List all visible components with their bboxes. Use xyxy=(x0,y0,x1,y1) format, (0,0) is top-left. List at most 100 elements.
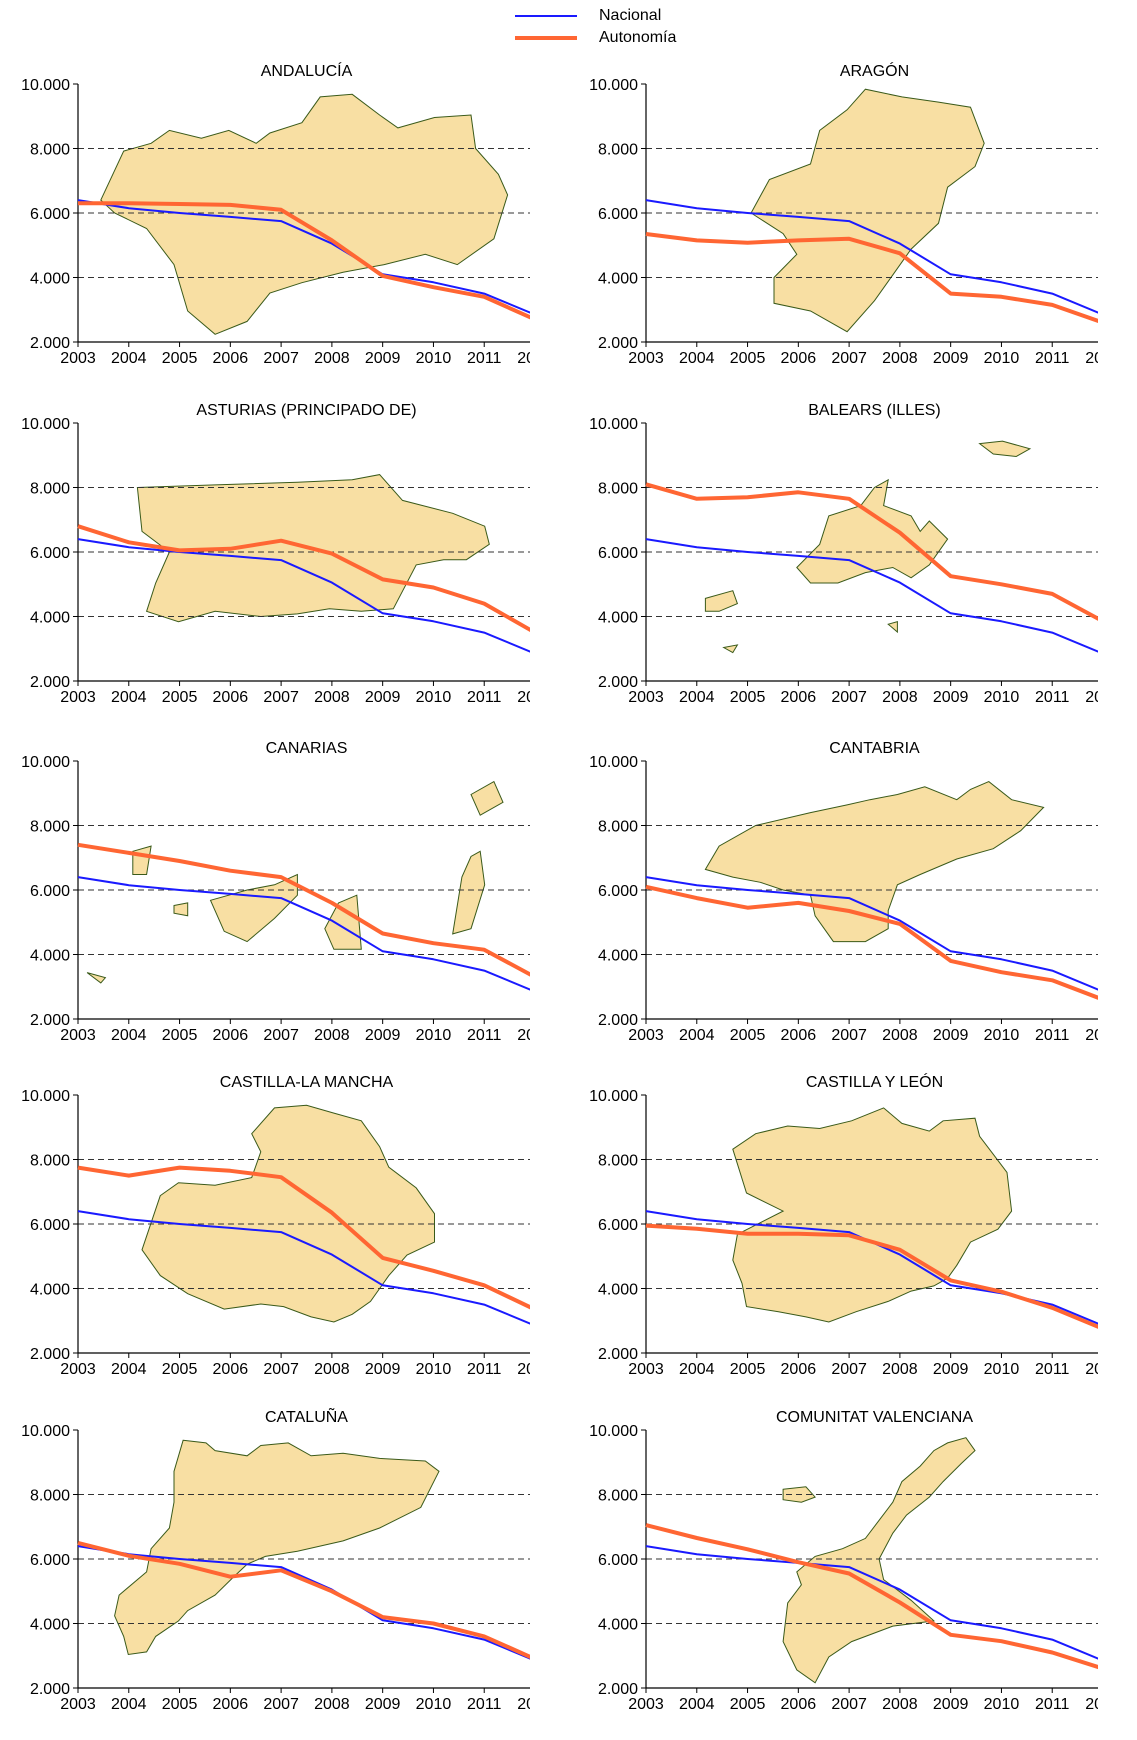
y-tick-label: 2.000 xyxy=(598,674,638,691)
series-line-nacional xyxy=(645,876,1098,991)
x-tick-label: 2005 xyxy=(730,1361,766,1378)
x-tick-label: 2008 xyxy=(314,1361,350,1378)
x-tick-label: 2009 xyxy=(933,689,969,706)
x-tick-label: 2010 xyxy=(416,1361,452,1378)
y-tick-label: 10.000 xyxy=(589,754,638,771)
x-tick-label: 2004 xyxy=(679,1027,715,1044)
x-tick-label: 2009 xyxy=(933,1361,969,1378)
x-tick-label: 2005 xyxy=(730,689,766,706)
series-line-nacional xyxy=(77,876,530,991)
y-tick-label: 8.000 xyxy=(598,1488,638,1505)
x-tick-label: 2011 xyxy=(467,350,502,367)
region-map-piece xyxy=(722,644,739,654)
chart-title: COMUNITAT VALENCIANA xyxy=(776,1409,973,1426)
chart-title: BALEARS (ILLES) xyxy=(808,402,941,419)
x-tick-label: 2003 xyxy=(60,1027,96,1044)
y-tick-label: 8.000 xyxy=(598,142,638,159)
x-tick-label: 2012 xyxy=(1085,1696,1098,1713)
x-tick-label: 2011 xyxy=(467,1696,502,1713)
series-line-nacional xyxy=(77,1210,530,1325)
series-line-autonomia xyxy=(77,524,530,633)
region-map-piece xyxy=(173,902,189,917)
x-tick-label: 2008 xyxy=(882,350,918,367)
chart-panel: CASTILLA Y LEÓN 2.000 4.000 6.000 8.000 10.00… xyxy=(589,1072,1098,1378)
chart-title: CANARIAS xyxy=(266,740,348,757)
chart-panel: CASTILLA-LA MANCHA 2.000 4.000 6.000 8.000 10… xyxy=(21,1074,530,1378)
x-tick-label: 2006 xyxy=(781,1361,817,1378)
x-tick-label: 2005 xyxy=(162,689,198,706)
x-tick-label: 2012 xyxy=(517,1696,530,1713)
series-line-nacional xyxy=(645,538,1098,653)
x-tick-label: 2004 xyxy=(679,350,715,367)
series-line-autonomia xyxy=(645,232,1098,323)
x-tick-label: 2004 xyxy=(111,1027,147,1044)
y-tick-label: 2.000 xyxy=(30,335,70,352)
chart-panel: COMUNITAT VALENCIANA 2.000 4.000 6.000 8.000… xyxy=(589,1409,1098,1713)
y-tick-label: 4.000 xyxy=(598,1617,638,1634)
x-tick-label: 2005 xyxy=(162,1027,198,1044)
region-map-shape xyxy=(704,440,1032,654)
region-map-shape xyxy=(141,1104,435,1323)
series-line-nacional xyxy=(645,199,1098,314)
y-tick-label: 2.000 xyxy=(598,1681,638,1698)
region-map-shape xyxy=(86,780,504,984)
chart-panel: ARAGÓN 2.000 4.000 6.000 8.000 10.000 2003 2004… xyxy=(589,61,1098,367)
x-tick-label: 2008 xyxy=(882,1027,918,1044)
x-tick-label: 2012 xyxy=(1085,1027,1098,1044)
chart-title: CASTILLA-LA MANCHA xyxy=(220,1074,394,1091)
chart-title: ASTURIAS (PRINCIPADO DE) xyxy=(196,402,416,419)
x-tick-label: 2010 xyxy=(984,1696,1020,1713)
y-tick-label: 2.000 xyxy=(598,335,638,352)
x-tick-label: 2003 xyxy=(60,689,96,706)
y-tick-label: 6.000 xyxy=(598,545,638,562)
region-map-piece xyxy=(100,93,509,335)
legend-item-national: Nacional xyxy=(515,6,735,26)
x-tick-label: 2003 xyxy=(628,1696,664,1713)
y-tick-label: 2.000 xyxy=(30,674,70,691)
series-line-autonomia xyxy=(645,1223,1098,1329)
x-tick-label: 2006 xyxy=(213,350,249,367)
x-tick-label: 2010 xyxy=(416,689,452,706)
series-line-nacional xyxy=(77,1545,530,1660)
chart-title: CANTABRIA xyxy=(829,740,920,757)
series-line-nacional xyxy=(645,1545,1098,1660)
legend-swatch-regional xyxy=(515,36,577,40)
x-tick-label: 2003 xyxy=(628,1027,664,1044)
region-map-piece xyxy=(324,894,362,950)
y-tick-label: 10.000 xyxy=(21,754,70,771)
series-line-autonomia xyxy=(645,884,1098,1000)
x-tick-label: 2011 xyxy=(1035,1696,1070,1713)
y-tick-label: 4.000 xyxy=(30,1617,70,1634)
y-tick-label: 10.000 xyxy=(589,77,638,94)
series-line-autonomia xyxy=(78,201,530,320)
series-line-autonomia xyxy=(77,1540,530,1659)
region-map-piece xyxy=(132,845,152,875)
x-tick-label: 2011 xyxy=(1035,350,1070,367)
region-map-piece xyxy=(978,440,1032,458)
y-tick-label: 6.000 xyxy=(598,883,638,900)
x-tick-label: 2003 xyxy=(60,350,96,367)
y-tick-label: 6.000 xyxy=(598,1217,638,1234)
x-tick-label: 2011 xyxy=(467,1361,502,1378)
x-tick-label: 2008 xyxy=(314,350,350,367)
x-tick-label: 2005 xyxy=(162,1361,198,1378)
chart-panel: CATALUÑA 2.000 4.000 6.000 8.000 10.000 2003 20… xyxy=(21,1406,530,1713)
x-tick-label: 2004 xyxy=(111,1361,147,1378)
region-map-piece xyxy=(796,478,949,584)
x-tick-label: 2005 xyxy=(730,1696,766,1713)
x-tick-label: 2005 xyxy=(730,350,766,367)
region-map-piece xyxy=(209,873,298,943)
series-line-autonomia xyxy=(77,842,530,977)
y-tick-label: 8.000 xyxy=(598,1153,638,1170)
y-tick-label: 8.000 xyxy=(30,819,70,836)
x-tick-label: 2003 xyxy=(628,689,664,706)
x-tick-label: 2006 xyxy=(213,689,249,706)
y-tick-label: 10.000 xyxy=(589,1088,638,1105)
y-tick-label: 4.000 xyxy=(598,271,638,288)
x-tick-label: 2003 xyxy=(60,1696,96,1713)
chart-panel: ASTURIAS (PRINCIPADO DE) 2.000 4.000 6.000 8… xyxy=(21,402,530,706)
y-tick-label: 2.000 xyxy=(30,1012,70,1029)
x-tick-label: 2012 xyxy=(1085,689,1098,706)
region-map-piece xyxy=(782,1437,976,1684)
series-line-autonomia xyxy=(645,482,1098,621)
